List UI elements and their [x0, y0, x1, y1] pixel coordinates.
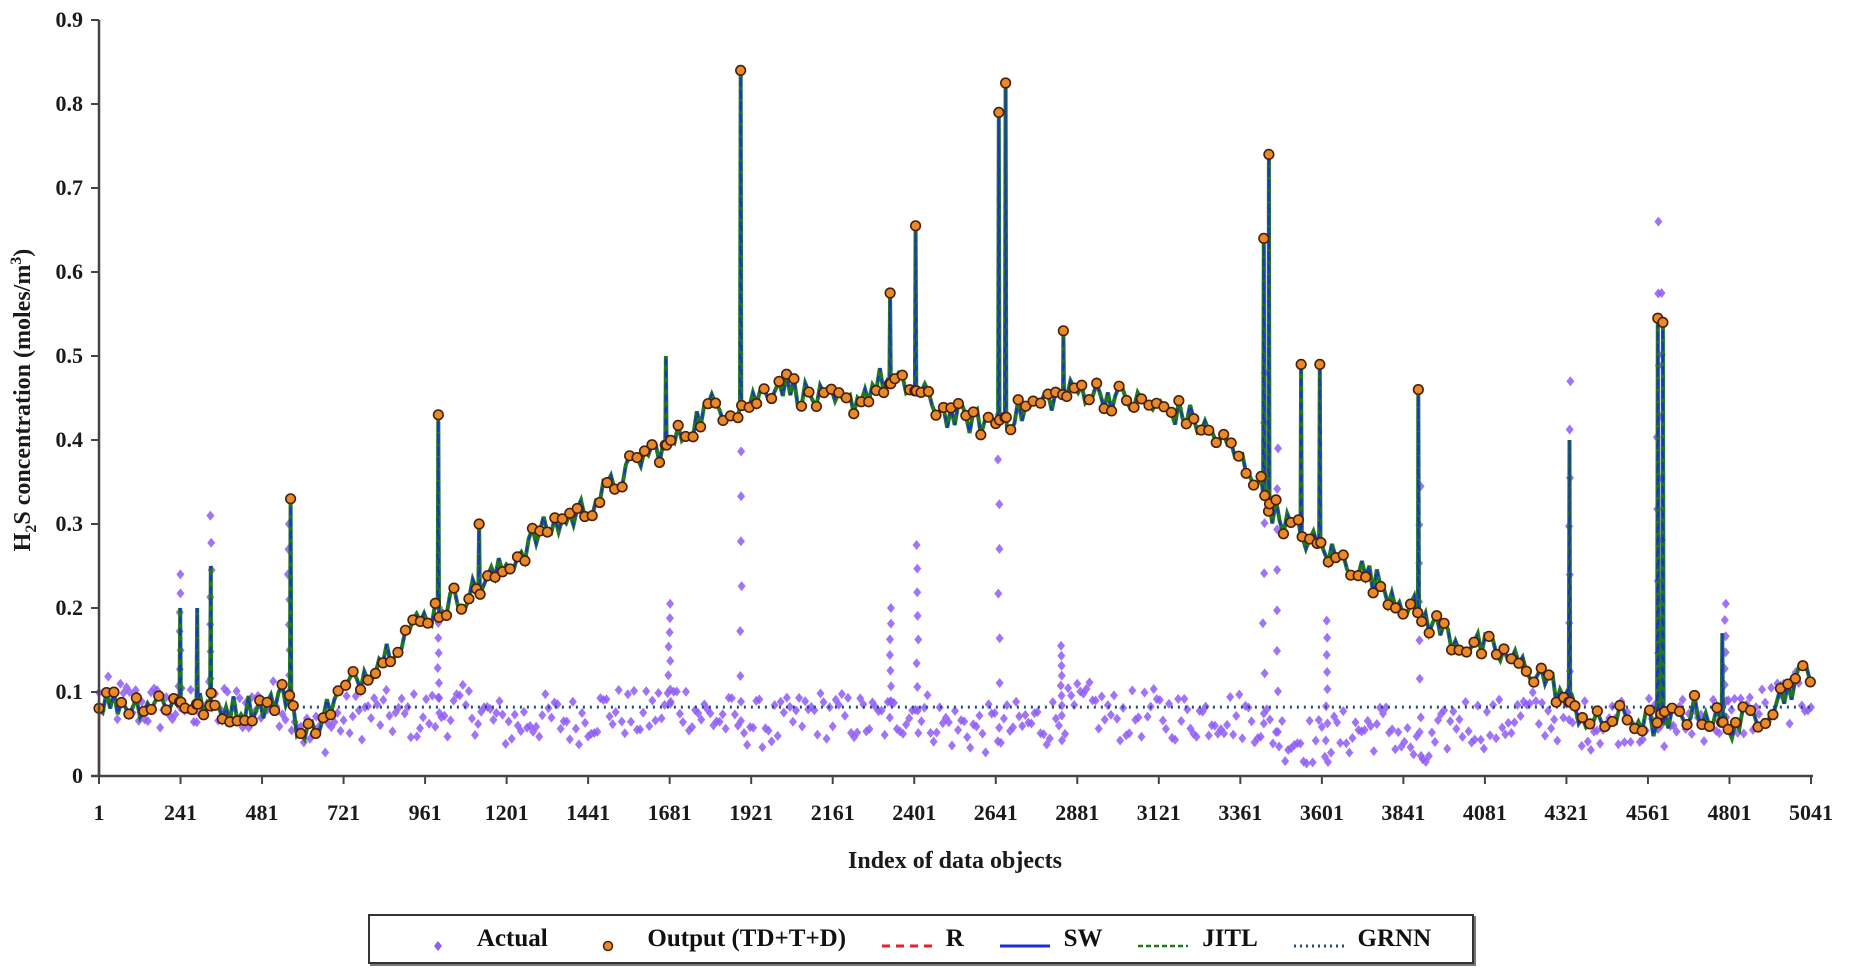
y-tick-label: 0.6: [56, 259, 84, 284]
x-tick-label: 2881: [1055, 800, 1099, 825]
y-tick-label: 0.4: [56, 427, 84, 452]
y-tick-label: 0.1: [56, 679, 84, 704]
x-tick-label: 3121: [1137, 800, 1181, 825]
legend-label: R: [945, 925, 964, 952]
x-tick-label: 961: [409, 800, 442, 825]
x-tick-label: 1921: [729, 800, 773, 825]
y-tick-label: 0.7: [56, 175, 84, 200]
y-tick-label: 0.9: [56, 7, 84, 32]
dashed-fine-line-icon: [1136, 932, 1190, 948]
output-series: [93, 64, 1816, 740]
x-tick-label: 3361: [1218, 800, 1262, 825]
legend-label: JITL: [1202, 925, 1258, 952]
x-tick-label: 3841: [1381, 800, 1425, 825]
x-axis-title: Index of data objects: [848, 848, 1062, 874]
x-tick-label: 1: [94, 800, 105, 825]
y-axis-title-main: H: [10, 532, 36, 551]
y-tick-label: 0.5: [56, 343, 84, 368]
x-tick-label: 1681: [648, 800, 692, 825]
legend-item-output: Output (TD+T+D): [581, 925, 846, 953]
legend-label: GRNN: [1357, 925, 1432, 952]
axes: 0 0.1 0.2 0.3 0.4 0.5 0.6 0.7 0.8 0.9 1 241 481 721 96…: [56, 7, 1834, 825]
y-axis-title-end: ): [10, 249, 36, 257]
x-tick-label: 4321: [1544, 800, 1588, 825]
y-axis-title: H2S concentration (moles/m3): [8, 249, 40, 552]
y-tick-label: 0.8: [56, 91, 84, 116]
legend-item-actual: Actual: [411, 925, 548, 953]
y-tick-label: 0: [72, 763, 83, 788]
x-tick-label: 5041: [1789, 800, 1833, 825]
legend-label: Output (TD+T+D): [647, 925, 847, 952]
dotted-line-icon: [1292, 932, 1346, 948]
legend-item-sw: SW: [998, 925, 1103, 953]
legend-item-r: R: [880, 925, 964, 953]
x-tick-label: 1201: [485, 800, 529, 825]
x-tick-label: 481: [246, 800, 279, 825]
x-tick-label: 4561: [1626, 800, 1670, 825]
circle-marker-icon: [581, 932, 635, 952]
y-tick-label: 0.2: [56, 595, 84, 620]
legend: Actual Output (TD+T+D) R SW JITL GRNN: [368, 914, 1474, 964]
y-axis-title-mid: S concentration (moles/m: [10, 265, 36, 525]
x-tick-label: 1441: [566, 800, 610, 825]
solid-line-icon: [998, 932, 1052, 948]
plot-area: [93, 64, 1816, 776]
legend-item-jitl: JITL: [1136, 925, 1258, 953]
legend-label: SW: [1063, 925, 1103, 952]
x-tick-label: 2401: [892, 800, 936, 825]
x-tick-label: 2641: [974, 800, 1018, 825]
x-tick-label: 3601: [1300, 800, 1344, 825]
y-axis-title-sup: 3: [8, 257, 25, 265]
legend-label: Actual: [476, 925, 548, 952]
y-tick-label: 0.3: [56, 511, 84, 536]
x-tick-label: 241: [164, 800, 197, 825]
y-axis-title-sub: 2: [23, 525, 40, 533]
x-tick-label: 721: [327, 800, 360, 825]
x-tick-label: 2161: [811, 800, 855, 825]
dashed-line-icon: [880, 932, 934, 948]
diamond-marker-icon: [411, 932, 465, 951]
legend-item-grnn: GRNN: [1292, 925, 1432, 953]
x-tick-label: 4081: [1463, 800, 1507, 825]
actual-series: [95, 216, 1815, 769]
x-tick-label: 4801: [1707, 800, 1751, 825]
